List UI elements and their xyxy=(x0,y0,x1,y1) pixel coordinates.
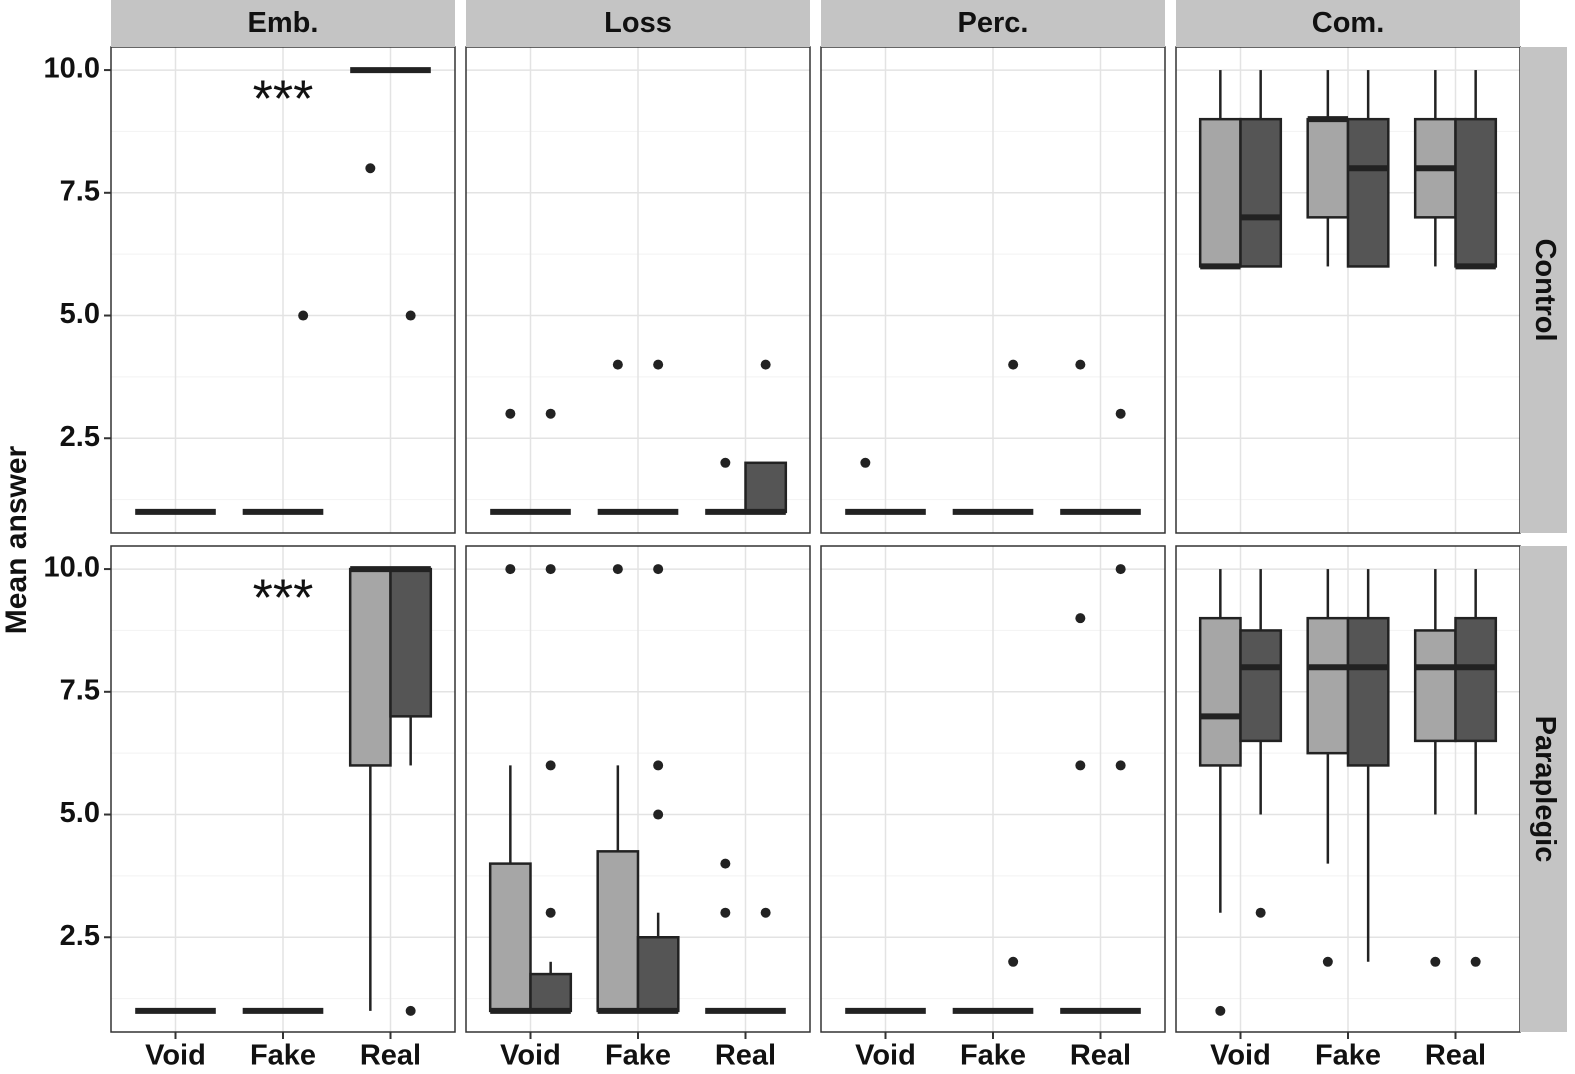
box xyxy=(1346,616,1390,767)
column-strip xyxy=(1176,0,1520,47)
outlier xyxy=(860,457,871,468)
x-tick-label: Fake xyxy=(1315,1040,1381,1072)
outlier xyxy=(720,907,731,918)
outlier xyxy=(653,760,664,771)
x-tick-label: Real xyxy=(1425,1040,1486,1072)
outlier xyxy=(653,359,664,370)
row-strip xyxy=(1520,47,1567,533)
outlier xyxy=(405,310,416,321)
outlier xyxy=(545,907,556,918)
column-strip-label: Perc. xyxy=(958,7,1029,39)
outlier xyxy=(1008,956,1019,967)
column-strip xyxy=(111,0,455,47)
y-tick-label: 10.0 xyxy=(44,552,100,584)
y-tick-label: 10.0 xyxy=(44,53,100,85)
box xyxy=(488,862,532,1013)
outlier xyxy=(612,359,623,370)
row-strip xyxy=(1520,546,1567,1032)
x-tick-label: Fake xyxy=(605,1040,671,1072)
outlier xyxy=(1470,956,1481,967)
row-strip-label: Paraplegic xyxy=(1529,716,1561,863)
y-tick-label: 5.0 xyxy=(60,298,100,330)
outlier xyxy=(1008,359,1019,370)
column-strip-label: Loss xyxy=(604,7,672,39)
outlier xyxy=(1322,956,1333,967)
outlier xyxy=(365,163,376,174)
box xyxy=(744,461,788,514)
row-strip-label: Control xyxy=(1529,238,1561,341)
box xyxy=(1198,616,1242,767)
outlier xyxy=(1075,613,1086,624)
y-tick-label: 2.5 xyxy=(60,421,100,453)
outlier xyxy=(1255,907,1266,918)
column-strip-label: Com. xyxy=(1312,7,1385,39)
outlier xyxy=(653,564,664,575)
outlier xyxy=(760,359,771,370)
outlier xyxy=(653,809,664,820)
x-tick-label: Real xyxy=(715,1040,776,1072)
box xyxy=(529,972,573,1013)
outlier xyxy=(1430,956,1441,967)
outlier xyxy=(545,564,556,575)
outlier xyxy=(505,564,516,575)
outlier xyxy=(760,907,771,918)
annotation: *** xyxy=(253,570,314,628)
x-tick-label: Real xyxy=(1070,1040,1131,1072)
y-tick-label: 5.0 xyxy=(60,797,100,829)
column-strip xyxy=(466,0,810,47)
outlier xyxy=(545,760,556,771)
box xyxy=(1413,629,1457,743)
outlier xyxy=(405,1005,416,1016)
x-tick-label: Fake xyxy=(250,1040,316,1072)
column-strip xyxy=(821,0,1165,47)
x-tick-label: Void xyxy=(500,1040,561,1072)
box xyxy=(1306,117,1350,219)
box xyxy=(1239,629,1283,743)
y-tick-label: 7.5 xyxy=(60,674,100,706)
annotation: *** xyxy=(253,71,314,129)
y-tick-label: 7.5 xyxy=(60,175,100,207)
x-tick-label: Fake xyxy=(960,1040,1026,1072)
outlier xyxy=(1115,408,1126,419)
box xyxy=(596,850,640,1013)
outlier xyxy=(545,408,556,419)
outlier xyxy=(298,310,309,321)
x-tick-label: Real xyxy=(360,1040,421,1072)
outlier xyxy=(1075,760,1086,771)
box xyxy=(1306,616,1350,755)
outlier xyxy=(720,457,731,468)
x-tick-label: Void xyxy=(145,1040,206,1072)
column-strip-label: Emb. xyxy=(248,7,319,39)
outlier xyxy=(1115,564,1126,575)
box xyxy=(1346,117,1390,268)
box xyxy=(1454,616,1498,743)
y-axis-label: Mean answer xyxy=(0,445,33,634)
x-tick-label: Void xyxy=(855,1040,916,1072)
outlier xyxy=(1215,1005,1226,1016)
outlier xyxy=(1115,760,1126,771)
y-tick-label: 2.5 xyxy=(60,920,100,952)
box xyxy=(1239,117,1283,268)
outlier xyxy=(612,564,623,575)
box xyxy=(1454,117,1498,268)
outlier xyxy=(1075,359,1086,370)
outlier xyxy=(720,858,731,869)
x-tick-label: Void xyxy=(1210,1040,1271,1072)
outlier xyxy=(505,408,516,419)
box xyxy=(1198,117,1242,268)
box xyxy=(636,936,680,1013)
box xyxy=(348,567,392,767)
box xyxy=(389,567,433,718)
